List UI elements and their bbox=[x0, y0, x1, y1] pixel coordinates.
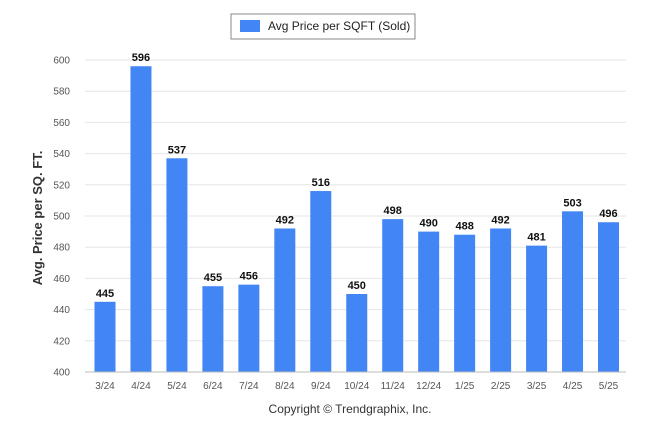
data-label: 490 bbox=[419, 218, 437, 230]
bar bbox=[274, 228, 296, 372]
x-tick-label: 12/24 bbox=[416, 381, 441, 392]
x-tick-label: 4/25 bbox=[563, 381, 583, 392]
bar bbox=[526, 245, 548, 372]
y-tick-label: 480 bbox=[53, 243, 70, 254]
legend-label: Avg Price per SQFT (Sold) bbox=[268, 19, 410, 33]
x-tick-label: 8/24 bbox=[275, 381, 295, 392]
data-label: 456 bbox=[240, 271, 258, 283]
x-tick-label: 7/24 bbox=[239, 381, 259, 392]
data-label: 455 bbox=[204, 272, 222, 284]
x-tick-label: 3/24 bbox=[95, 381, 115, 392]
y-axis-ticks: 400 420 440 460 480 500 520 540 560 580 600 bbox=[53, 56, 70, 379]
bar bbox=[130, 66, 152, 373]
bar bbox=[94, 301, 116, 372]
y-tick-label: 540 bbox=[53, 149, 70, 160]
y-tick-label: 520 bbox=[53, 180, 70, 191]
x-axis-ticks: 3/24 4/24 5/24 6/24 7/24 8/24 9/24 10/24 11/24 12… bbox=[95, 381, 618, 392]
bar bbox=[238, 284, 260, 372]
bar bbox=[310, 191, 332, 372]
data-label: 537 bbox=[168, 144, 186, 156]
data-label: 445 bbox=[96, 288, 114, 300]
x-tick-label: 11/24 bbox=[381, 381, 406, 392]
bar bbox=[346, 294, 368, 372]
copyright-text: Copyright © Trendgraphix, Inc. bbox=[269, 402, 432, 416]
bar bbox=[418, 231, 440, 372]
x-tick-label: 6/24 bbox=[203, 381, 223, 392]
data-label: 503 bbox=[563, 197, 581, 209]
legend: Avg Price per SQFT (Sold) bbox=[230, 13, 416, 40]
x-tick-label: 10/24 bbox=[344, 381, 369, 392]
data-label: 596 bbox=[132, 52, 150, 64]
bars bbox=[94, 66, 619, 373]
y-tick-label: 500 bbox=[53, 212, 70, 223]
y-tick-label: 440 bbox=[53, 305, 70, 316]
y-tick-label: 600 bbox=[53, 56, 70, 67]
bar bbox=[166, 158, 188, 372]
y-tick-label: 560 bbox=[53, 118, 70, 129]
y-tick-label: 460 bbox=[53, 274, 70, 285]
y-tick-label: 580 bbox=[53, 87, 70, 98]
data-label: 516 bbox=[312, 177, 330, 189]
data-label: 498 bbox=[384, 205, 402, 217]
x-tick-label: 1/25 bbox=[455, 381, 475, 392]
x-tick-label: 5/24 bbox=[167, 381, 187, 392]
x-tick-label: 4/24 bbox=[131, 381, 151, 392]
bar bbox=[202, 286, 224, 372]
bar bbox=[382, 219, 404, 372]
bar bbox=[562, 211, 584, 372]
y-axis-label: Avg. Price per SQ. FT. bbox=[30, 151, 45, 286]
data-label: 492 bbox=[276, 214, 294, 226]
data-label: 481 bbox=[527, 232, 545, 244]
data-labels: 445 596 537 455 456 492 516 450 498 490 488 492 481 5… bbox=[96, 52, 618, 300]
x-tick-label: 5/25 bbox=[599, 381, 619, 392]
x-tick-label: 3/25 bbox=[527, 381, 547, 392]
y-tick-label: 400 bbox=[53, 368, 70, 379]
data-label: 488 bbox=[455, 221, 473, 233]
legend-box bbox=[230, 13, 416, 40]
data-label: 450 bbox=[348, 280, 366, 292]
x-tick-label: 9/24 bbox=[311, 381, 331, 392]
bar bbox=[598, 222, 619, 372]
legend-swatch bbox=[240, 20, 260, 32]
y-tick-label: 420 bbox=[53, 336, 70, 347]
data-label: 496 bbox=[599, 208, 617, 220]
data-label: 492 bbox=[491, 214, 509, 226]
bar bbox=[454, 234, 476, 372]
bar bbox=[490, 228, 512, 372]
x-tick-label: 2/25 bbox=[491, 381, 511, 392]
